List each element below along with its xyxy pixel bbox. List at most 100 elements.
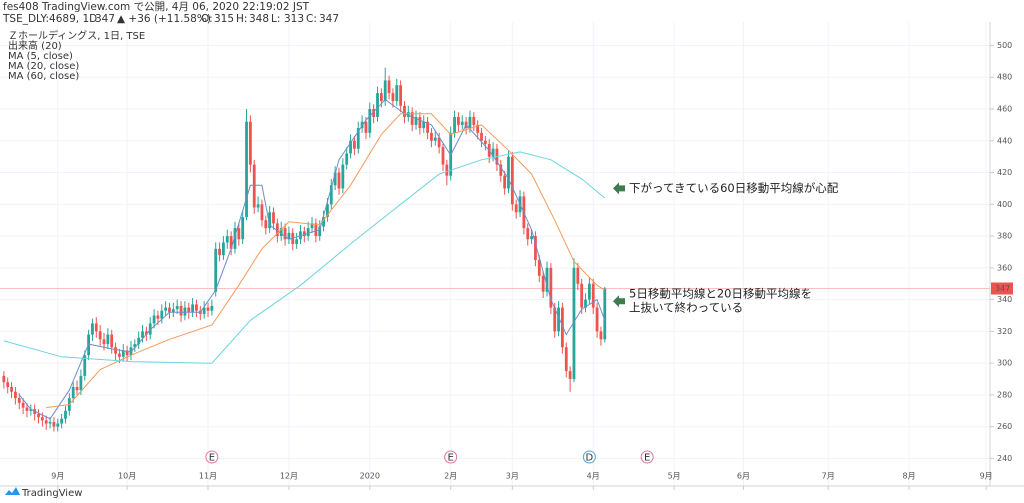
candle-body — [406, 112, 410, 117]
legend-entry: MA (60, close) — [8, 71, 79, 82]
x-tick-label: 12月 — [280, 472, 298, 481]
candle-body — [129, 347, 133, 356]
candle-body — [472, 116, 476, 125]
candle-body — [272, 212, 275, 224]
legend-entry: 出来高 (20) — [8, 39, 62, 52]
candle-body — [98, 331, 102, 340]
legend-entry: Ｚホールディングス, 1日, TSE — [8, 29, 145, 42]
logo — [5, 487, 20, 495]
x-tick-label: 4月 — [587, 472, 600, 481]
candle-body — [376, 93, 379, 117]
candle-body — [318, 226, 322, 237]
y-tick-label: 480 — [997, 73, 1012, 82]
y-tick-label: 340 — [997, 295, 1012, 304]
candle-body — [480, 132, 483, 141]
candle-body — [476, 124, 480, 133]
candle-body — [372, 109, 376, 117]
candle-body — [21, 402, 25, 408]
quote-part: C: — [306, 13, 317, 25]
candle-body — [245, 121, 248, 218]
candle-body — [364, 121, 368, 133]
candle-body — [383, 80, 387, 102]
candle-body — [460, 121, 464, 125]
candle-body — [580, 283, 584, 308]
event-label: E — [209, 453, 215, 464]
candle-body — [356, 128, 360, 149]
candle-body — [283, 228, 287, 240]
candle-body — [156, 315, 160, 319]
annotation-text: 5日移動平均線と20日移動平均線を — [629, 287, 812, 301]
candle-body — [233, 228, 237, 249]
candle-body — [64, 410, 67, 419]
candle-body — [530, 236, 533, 240]
candle-body — [603, 288, 607, 340]
candle-body — [83, 355, 87, 376]
x-tick-label: 3月 — [506, 472, 519, 481]
y-tick-label: 440 — [997, 136, 1012, 145]
candle-body — [218, 248, 221, 256]
quote-part: 347 — [95, 13, 115, 25]
candle-body — [137, 337, 141, 345]
candle-body — [587, 283, 591, 300]
candle-body — [322, 217, 325, 227]
candle-body — [352, 140, 356, 149]
candle-body — [175, 305, 179, 310]
candle-body — [187, 307, 191, 313]
annotation-text: 下がってきている60日移動平均線が心配 — [629, 181, 839, 195]
candle-body — [499, 164, 503, 176]
candle-body — [6, 382, 10, 387]
candle-body — [468, 116, 472, 129]
candle-body — [202, 307, 206, 314]
candle-body — [287, 232, 291, 240]
candle-body — [171, 309, 175, 313]
candle-body — [576, 267, 580, 284]
candle-body — [40, 417, 44, 421]
y-tick-label: 240 — [997, 454, 1012, 463]
candle-body — [345, 153, 349, 165]
candle-body — [510, 156, 514, 205]
candle-body — [248, 121, 252, 165]
candle-body — [430, 132, 433, 141]
candle-body — [537, 259, 541, 276]
brand: TradingView — [21, 488, 82, 499]
candle-body — [152, 315, 156, 324]
event-label: E — [448, 453, 454, 464]
event-marker — [205, 450, 219, 464]
candle-body — [507, 156, 510, 189]
x-tick-label: 10月 — [118, 472, 136, 481]
plot — [0, 22, 990, 486]
candle-body — [526, 228, 530, 240]
candle-body — [164, 307, 168, 311]
y-tick-label: 320 — [997, 327, 1012, 336]
moving-average — [46, 113, 606, 409]
quote-part: TSE_DLY:4689, 1D — [2, 13, 97, 25]
x-tick-label: 2月 — [444, 472, 457, 481]
candle-body — [264, 220, 268, 229]
candle-body — [144, 331, 148, 335]
candle-body — [168, 307, 171, 313]
candle-body — [2, 375, 6, 383]
candle-body — [17, 398, 21, 403]
candle-body — [426, 121, 429, 133]
y-tick-label: 460 — [997, 105, 1012, 114]
candle-body — [306, 228, 310, 237]
candle-body — [341, 164, 345, 189]
candle-body — [572, 267, 576, 380]
event-marker — [444, 450, 458, 464]
quote-part: ▲ +36 (+11.58%) — [117, 13, 211, 25]
y-tick-label: 400 — [997, 200, 1012, 209]
event-label: E — [644, 453, 650, 464]
x-tick-label: 11月 — [199, 472, 217, 481]
legend-entry: MA (20, close) — [8, 61, 79, 72]
candle-body — [79, 375, 83, 391]
candle-body — [457, 116, 460, 125]
candle-body — [395, 85, 399, 102]
candle-body — [121, 350, 125, 357]
event-label: D — [586, 453, 594, 464]
candle-body — [260, 204, 264, 221]
x-tick-label: 9月 — [51, 472, 64, 481]
candle-body — [534, 236, 537, 260]
candle-body — [337, 172, 341, 189]
